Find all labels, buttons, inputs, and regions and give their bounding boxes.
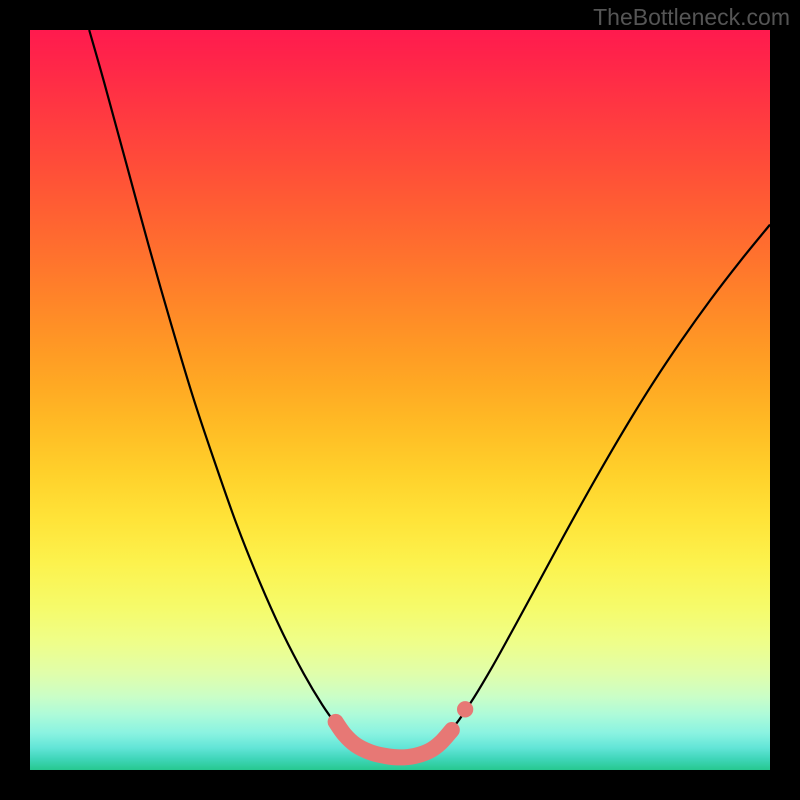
watermark-attribution: TheBottleneck.com	[593, 4, 790, 31]
bottleneck-curve-chart	[0, 0, 800, 800]
chart-background	[30, 30, 770, 770]
highlight-marker	[457, 701, 473, 717]
chart-container: TheBottleneck.com	[0, 0, 800, 800]
